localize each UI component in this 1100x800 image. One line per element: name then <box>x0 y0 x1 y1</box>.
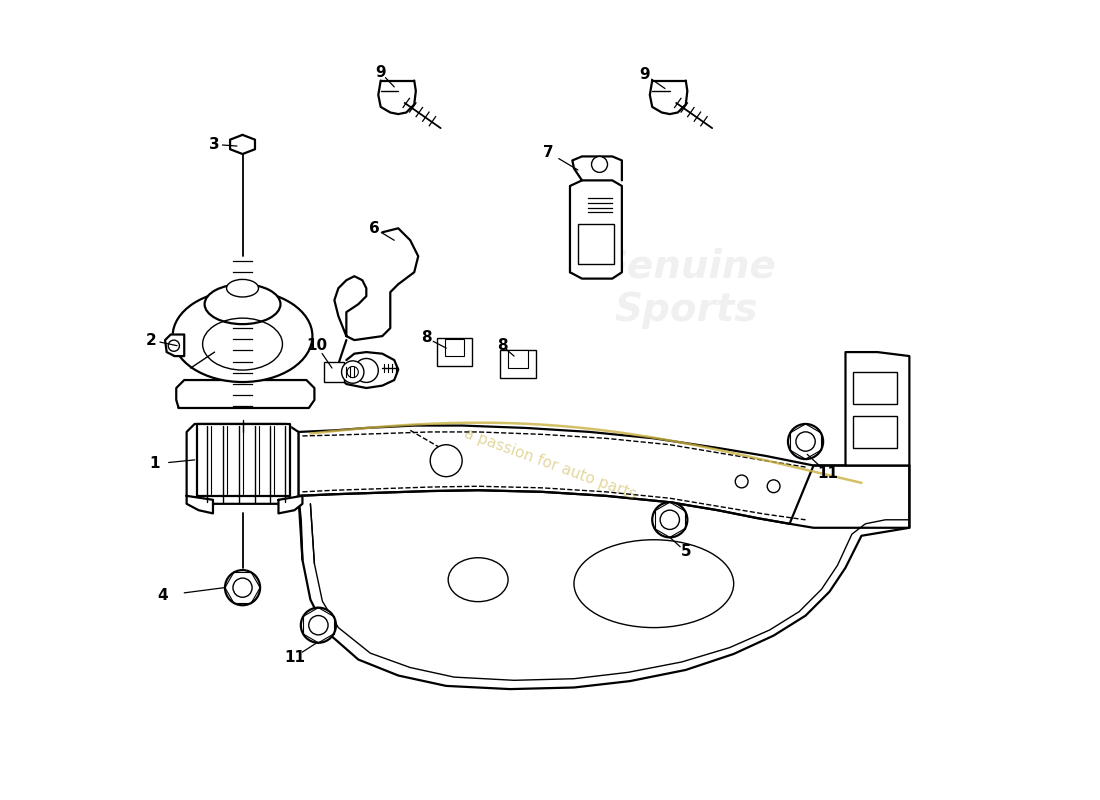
Text: 1: 1 <box>150 456 160 471</box>
Bar <box>578 224 614 264</box>
Text: 8: 8 <box>421 330 431 346</box>
Circle shape <box>796 432 815 451</box>
Polygon shape <box>570 180 622 278</box>
Circle shape <box>348 366 359 378</box>
Polygon shape <box>230 135 255 154</box>
Text: 10: 10 <box>306 338 328 353</box>
Text: 7: 7 <box>543 145 553 160</box>
Circle shape <box>354 358 378 382</box>
Bar <box>854 416 898 448</box>
Polygon shape <box>187 496 213 514</box>
Polygon shape <box>176 380 315 408</box>
Text: 6: 6 <box>368 221 379 236</box>
Text: 3: 3 <box>209 137 220 152</box>
Polygon shape <box>278 496 303 514</box>
Text: 8: 8 <box>497 338 507 353</box>
Circle shape <box>309 615 328 635</box>
Polygon shape <box>298 426 910 528</box>
Circle shape <box>168 340 179 351</box>
Bar <box>437 338 472 366</box>
Bar <box>324 362 344 382</box>
Circle shape <box>652 502 688 538</box>
Circle shape <box>592 157 607 172</box>
Text: 11: 11 <box>284 650 305 665</box>
Text: Genuine
Sports: Genuine Sports <box>595 247 777 329</box>
Circle shape <box>788 424 823 459</box>
Circle shape <box>300 608 336 642</box>
Circle shape <box>735 475 748 488</box>
Text: 9: 9 <box>375 65 386 80</box>
Circle shape <box>767 480 780 493</box>
Polygon shape <box>298 466 910 689</box>
Ellipse shape <box>173 290 312 382</box>
Polygon shape <box>165 334 184 356</box>
Circle shape <box>660 510 680 530</box>
Bar <box>500 350 536 378</box>
Polygon shape <box>187 424 298 504</box>
Text: 2: 2 <box>145 333 156 348</box>
Bar <box>508 350 528 368</box>
Bar <box>854 372 898 404</box>
Circle shape <box>226 570 260 606</box>
Text: a passion for auto parts: a passion for auto parts <box>462 426 638 502</box>
Text: 11: 11 <box>817 466 838 481</box>
Polygon shape <box>197 424 290 496</box>
Text: 5: 5 <box>681 544 691 559</box>
Ellipse shape <box>574 540 734 628</box>
Ellipse shape <box>227 279 258 297</box>
Circle shape <box>233 578 252 598</box>
Text: 4: 4 <box>157 588 168 603</box>
Text: 9: 9 <box>639 66 649 82</box>
Circle shape <box>430 445 462 477</box>
Ellipse shape <box>205 284 280 324</box>
Polygon shape <box>846 352 910 466</box>
Bar <box>444 338 464 356</box>
Circle shape <box>342 361 364 383</box>
Ellipse shape <box>448 558 508 602</box>
